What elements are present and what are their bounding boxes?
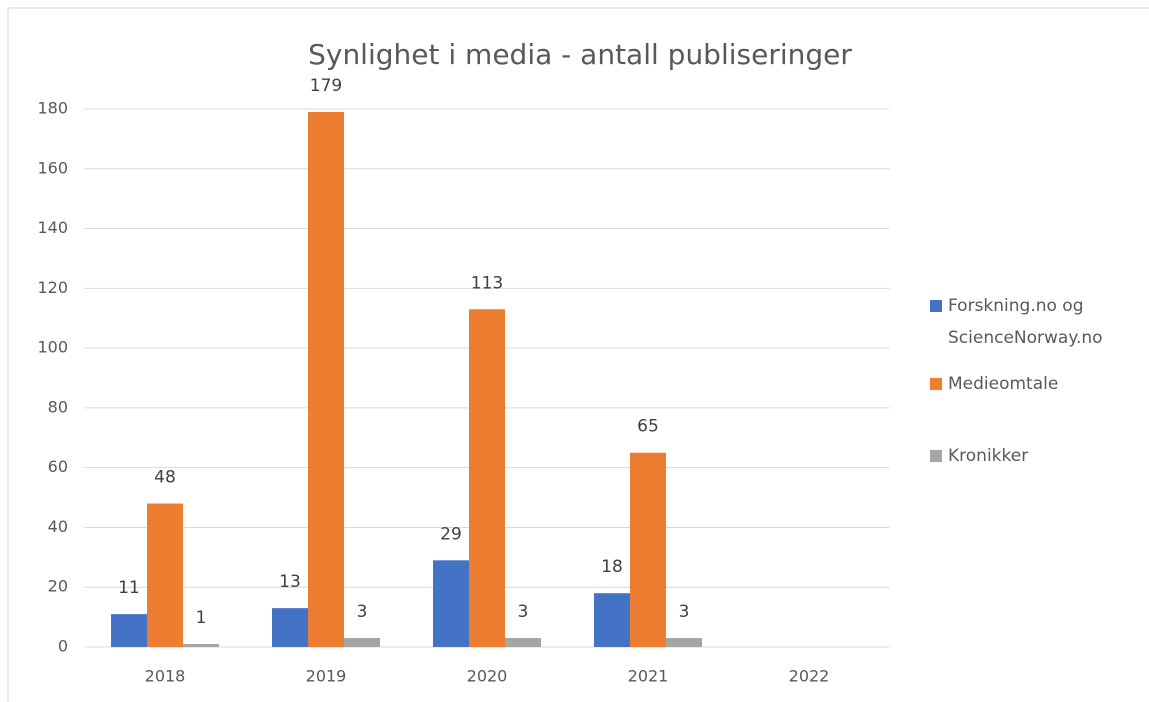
- data-label: 3: [518, 602, 529, 622]
- y-tick-label: 100: [37, 338, 68, 357]
- data-label: 1: [196, 608, 207, 628]
- data-label: 3: [357, 602, 368, 622]
- data-label: 11: [118, 578, 140, 598]
- legend-swatch: [930, 450, 942, 462]
- bar: [183, 644, 219, 647]
- bar: [630, 452, 666, 647]
- y-tick-label: 20: [48, 577, 68, 596]
- y-tick-label: 60: [48, 457, 68, 476]
- bar: [594, 593, 630, 647]
- y-tick-label: 0: [58, 637, 68, 656]
- data-label: 48: [154, 468, 176, 488]
- data-label: 18: [601, 557, 623, 577]
- bar: [344, 638, 380, 647]
- legend-label: Forskning.no og ScienceNorway.no: [948, 296, 1103, 348]
- legend-swatch: [930, 300, 942, 312]
- data-label: 29: [440, 524, 462, 544]
- bar: [308, 111, 344, 647]
- bar: [111, 614, 147, 647]
- y-tick-label: 40: [48, 517, 68, 536]
- x-tick-label: 2021: [628, 667, 669, 686]
- bar: [505, 638, 541, 647]
- data-label: 13: [279, 572, 301, 592]
- y-tick-label: 160: [37, 158, 68, 177]
- bar: [272, 608, 308, 647]
- bar: [666, 638, 702, 647]
- legend-entry: Medieomtale: [930, 368, 1138, 400]
- y-tick-label: 120: [37, 278, 68, 297]
- data-label: 113: [471, 273, 503, 293]
- chart-title: Synlighet i media - antall publiseringer: [308, 38, 852, 71]
- x-tick-label: 2019: [306, 667, 347, 686]
- x-tick-label: 2020: [467, 667, 508, 686]
- data-label: 179: [310, 76, 342, 96]
- bar: [433, 560, 469, 647]
- y-tick-label: 80: [48, 397, 68, 416]
- legend-swatch: [930, 378, 942, 390]
- x-tick-label: 2018: [145, 667, 186, 686]
- y-tick-label: 180: [37, 99, 68, 118]
- x-tick-label: 2022: [789, 667, 830, 686]
- legend-label: Medieomtale: [948, 374, 1059, 394]
- legend-entry: Forskning.no og ScienceNorway.no: [930, 290, 1138, 354]
- legend-label: Kronikker: [948, 446, 1029, 466]
- y-tick-label: 140: [37, 218, 68, 237]
- data-label: 3: [679, 602, 690, 622]
- data-label: 65: [637, 417, 659, 437]
- bar: [469, 309, 505, 647]
- legend-entry: Kronikker: [930, 440, 1138, 472]
- bar: [147, 503, 183, 647]
